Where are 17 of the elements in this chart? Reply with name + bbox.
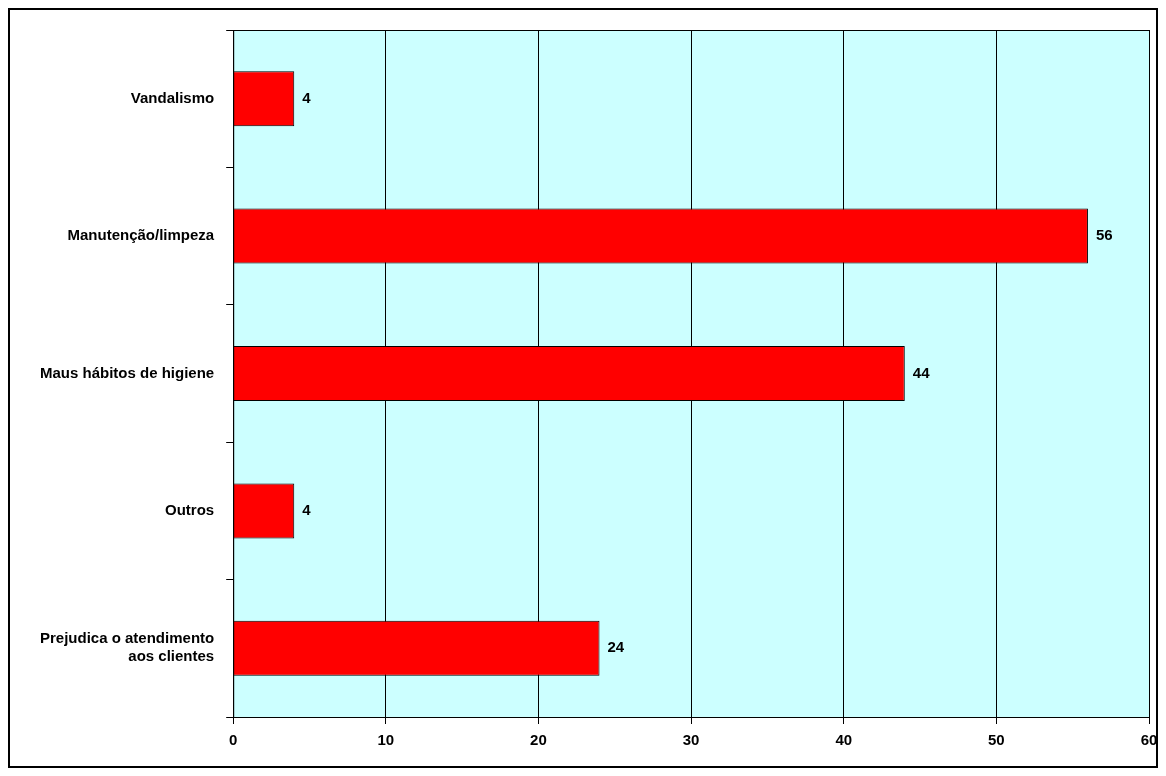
x-tick-label: 20	[530, 731, 547, 749]
x-tick-label: 60	[1140, 731, 1158, 749]
data-label: 24	[607, 638, 625, 656]
data-label: 4	[302, 88, 312, 106]
x-tick-label: 0	[229, 731, 238, 749]
data-label: 4	[302, 501, 312, 519]
x-tick-label: 10	[377, 731, 395, 749]
x-tick-label: 30	[682, 731, 700, 749]
y-tick-label: Prejudica o atendimento aos clientes	[40, 629, 215, 665]
y-tick-label: Maus hábitos de higiene	[40, 363, 215, 381]
x-tick-label: 40	[835, 731, 853, 749]
data-label: 44	[912, 363, 931, 381]
data-label: 56	[1095, 226, 1113, 244]
y-tick-label: Vandalismo	[130, 88, 215, 106]
x-tick-label: 50	[988, 731, 1005, 749]
y-tick-label: Manutenção/limpeza	[67, 226, 215, 244]
y-tick-label: Outros	[165, 501, 215, 519]
